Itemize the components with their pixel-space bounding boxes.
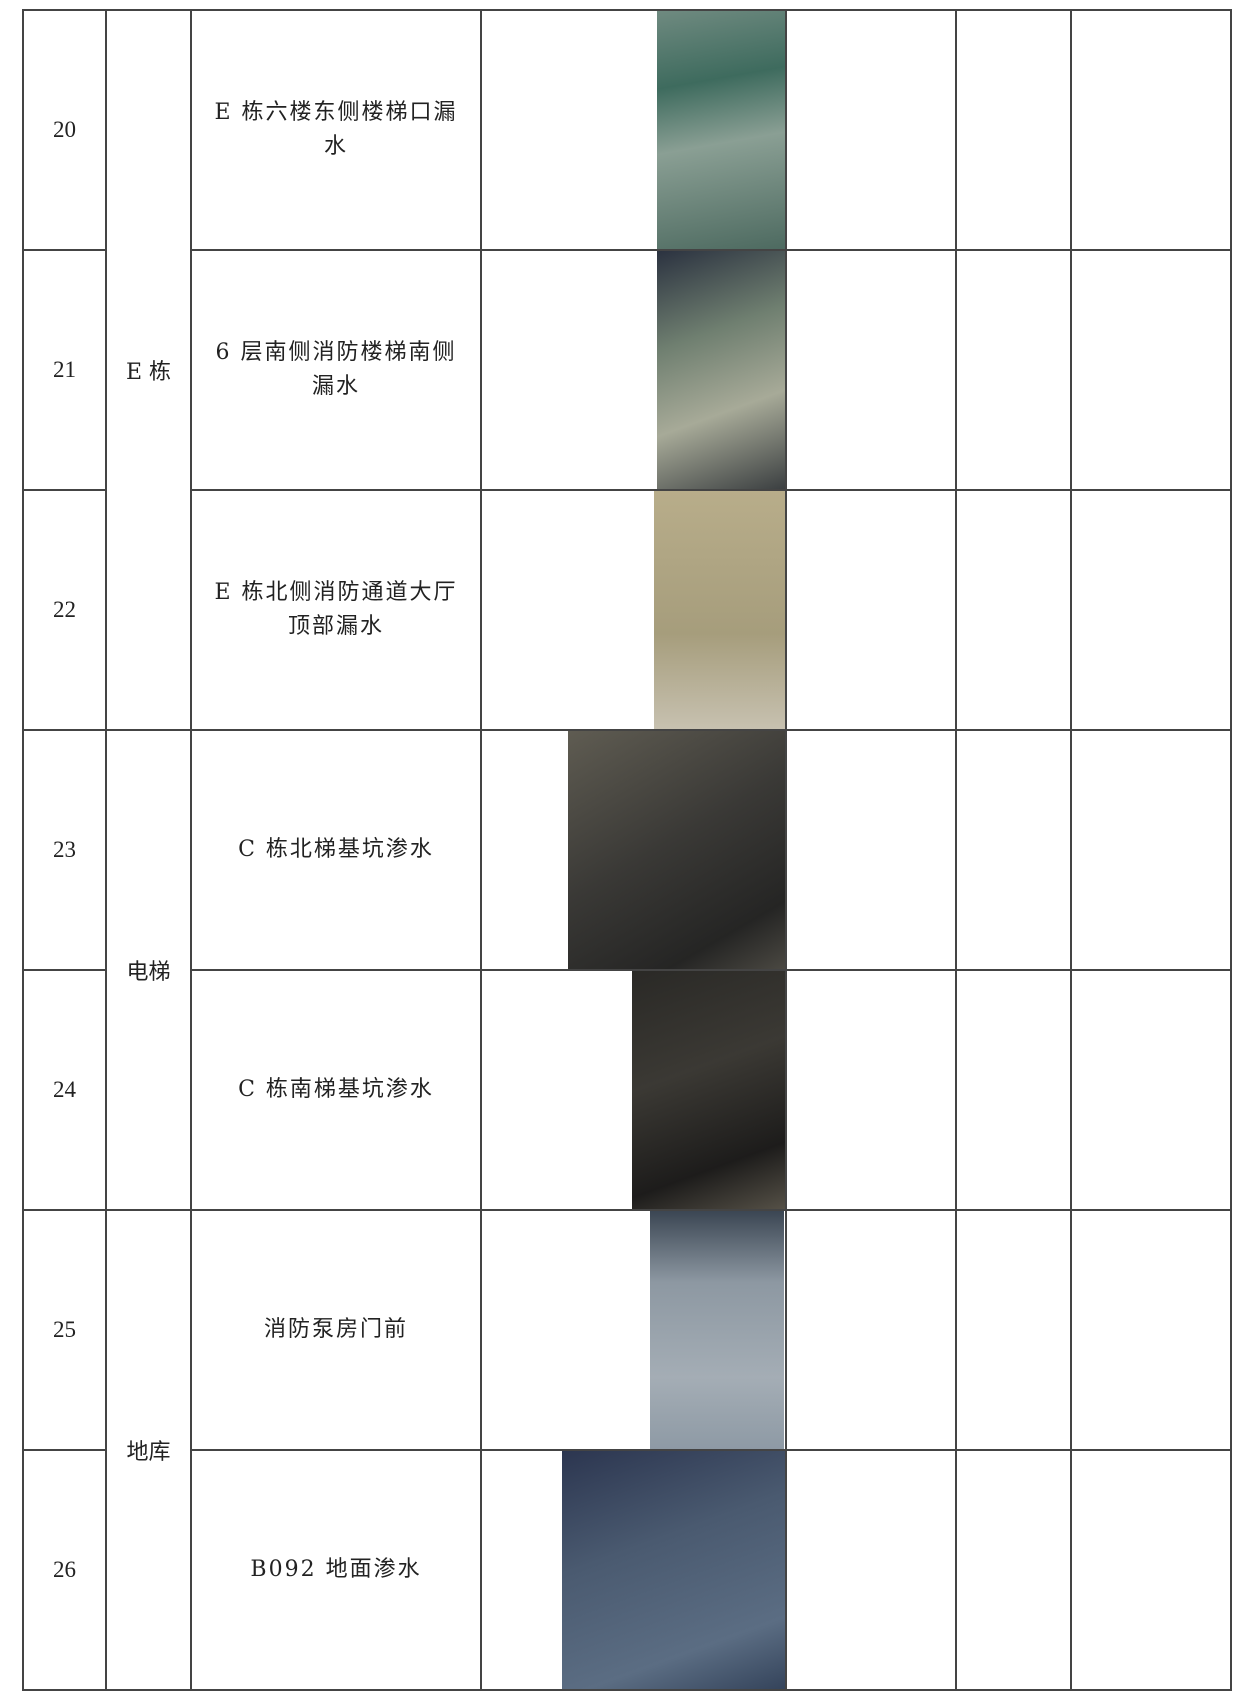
empty-cell [955, 1209, 1072, 1451]
empty-cell [785, 1209, 957, 1451]
photo-cell [480, 729, 787, 971]
photo-cell [480, 1209, 787, 1451]
empty-cell [955, 969, 1072, 1211]
empty-cell [955, 729, 1072, 971]
table-row: 22 E 栋北侧消防通道大厅顶部漏水 [22, 489, 1232, 731]
empty-cell [785, 249, 957, 491]
photo-cell [480, 1449, 787, 1691]
row-number: 23 [22, 729, 107, 971]
empty-cell [1070, 489, 1232, 731]
photo-cell [480, 9, 787, 251]
photo [654, 492, 784, 728]
table-row: 26 B092 地面渗水 [22, 1449, 1232, 1691]
table-row: 25 地库 消防泵房门前 [22, 1209, 1232, 1691]
empty-cell [785, 729, 957, 971]
row-number: 25 [22, 1209, 107, 1451]
photo-cell [480, 969, 787, 1211]
empty-cell [1070, 969, 1232, 1211]
empty-cell [1070, 1449, 1232, 1691]
photo [657, 12, 784, 248]
empty-cell [785, 9, 957, 251]
group-label: E 栋 [105, 9, 192, 731]
empty-cell [955, 1449, 1072, 1691]
row-number: 24 [22, 969, 107, 1211]
empty-cell [1070, 729, 1232, 971]
empty-cell [955, 9, 1072, 251]
description: B092 地面渗水 [190, 1449, 482, 1691]
row-number: 22 [22, 489, 107, 731]
description: E 栋六楼东侧楼梯口漏水 [190, 9, 482, 251]
row-number: 20 [22, 9, 107, 251]
description: 消防泵房门前 [190, 1209, 482, 1451]
row-number: 26 [22, 1449, 107, 1691]
table-row: 23 电梯 C 栋北梯基坑渗水 [22, 729, 1232, 1211]
description: 6 层南侧消防楼梯南侧漏水 [190, 249, 482, 491]
group-label: 电梯 [105, 729, 192, 1211]
empty-cell [955, 489, 1072, 731]
empty-cell [1070, 1209, 1232, 1451]
photo [562, 1452, 784, 1688]
photo [657, 252, 784, 488]
empty-cell [785, 969, 957, 1211]
photo [568, 732, 784, 968]
photo-cell [480, 249, 787, 491]
empty-cell [1070, 9, 1232, 251]
photo-cell [480, 489, 787, 731]
photo [650, 1212, 784, 1448]
description: C 栋南梯基坑渗水 [190, 969, 482, 1211]
table-row: 24 C 栋南梯基坑渗水 [22, 969, 1232, 1211]
row-number: 21 [22, 249, 107, 491]
photo [632, 972, 784, 1208]
empty-cell [955, 249, 1072, 491]
table-row: 21 6 层南侧消防楼梯南侧漏水 [22, 249, 1232, 491]
empty-cell [1070, 249, 1232, 491]
empty-cell [785, 489, 957, 731]
group-label: 地库 [105, 1209, 192, 1691]
description: E 栋北侧消防通道大厅顶部漏水 [190, 489, 482, 731]
empty-cell [785, 1449, 957, 1691]
description: C 栋北梯基坑渗水 [190, 729, 482, 971]
